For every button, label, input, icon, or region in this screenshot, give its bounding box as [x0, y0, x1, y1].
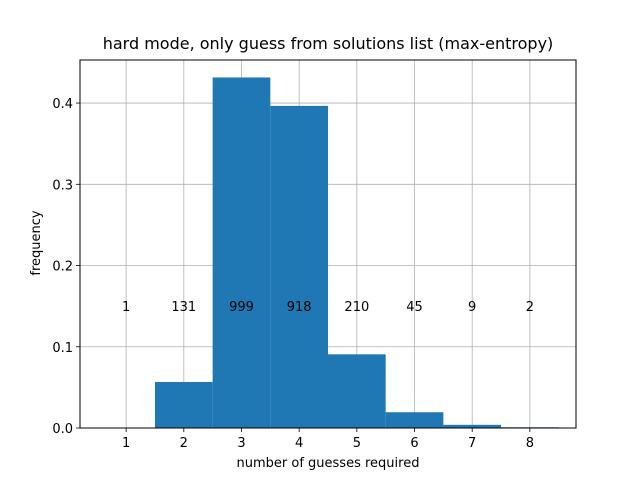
y-tick-label: 0.2	[52, 260, 73, 275]
x-tick-label: 4	[295, 436, 303, 451]
count-label-4: 918	[287, 300, 312, 315]
count-label-1: 1	[122, 300, 130, 315]
x-tick-label: 2	[180, 436, 188, 451]
x-tick-label: 1	[122, 436, 130, 451]
x-tick-label: 6	[410, 436, 418, 451]
x-tick-label: 5	[353, 436, 361, 451]
x-tick-label: 3	[237, 436, 245, 451]
x-tick-label: 8	[526, 436, 534, 451]
bar-3	[213, 77, 271, 428]
count-label-6: 45	[406, 300, 423, 315]
bar-2	[155, 382, 213, 428]
count-label-5: 210	[344, 300, 369, 315]
bar-6	[386, 412, 444, 428]
y-tick-label: 0.1	[52, 341, 73, 356]
y-axis-label: frequency	[29, 210, 44, 276]
bar-5	[328, 354, 386, 428]
count-label-8: 2	[526, 300, 534, 315]
y-tick-label: 0.3	[52, 178, 73, 193]
y-tick-label: 0.4	[52, 97, 73, 112]
count-label-2: 131	[171, 300, 196, 315]
x-axis-label: number of guesses required	[237, 456, 420, 471]
y-tick-label: 0.0	[52, 422, 73, 437]
count-label-7: 9	[468, 300, 476, 315]
bar-4	[270, 106, 328, 428]
count-label-3: 999	[229, 300, 254, 315]
x-tick-label: 7	[468, 436, 476, 451]
chart-title: hard mode, only guess from solutions lis…	[103, 34, 554, 53]
